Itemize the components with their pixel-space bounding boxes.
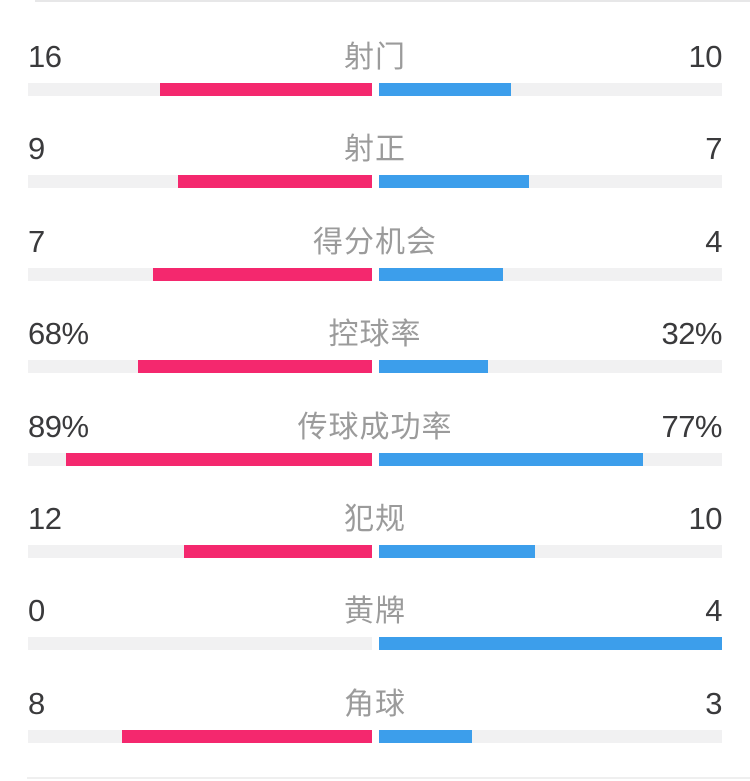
stat-label: 射正	[344, 133, 406, 167]
stat-label: 得分机会	[313, 225, 437, 259]
right-team-value: 77%	[661, 408, 722, 444]
stat-row-header: 89% 传球成功率 77%	[28, 408, 723, 444]
right-team-bar	[378, 637, 722, 651]
stat-label: 犯规	[344, 502, 406, 536]
stat-row-header: 8 角球 3	[28, 685, 723, 721]
left-team-value: 7	[28, 223, 45, 259]
stat-row: 12 犯规 10	[0, 470, 750, 562]
right-team-bar	[378, 729, 473, 743]
right-team-bar	[378, 452, 643, 466]
left-track-half	[28, 637, 372, 651]
right-team-value: 7	[705, 131, 722, 167]
left-team-bar	[184, 544, 372, 558]
stat-row-header: 12 犯规 10	[28, 500, 723, 536]
stat-bar-track	[28, 267, 722, 281]
stat-row: 68% 控球率 32%	[0, 285, 750, 377]
left-track-half	[28, 175, 372, 189]
left-team-bar	[178, 175, 372, 189]
stat-row: 8 角球 3	[0, 655, 750, 747]
right-track-half	[378, 544, 722, 558]
stat-row: 89% 传球成功率 77%	[0, 378, 750, 470]
right-track-half	[378, 175, 722, 189]
left-track-half	[28, 544, 372, 558]
stat-bar-track	[28, 83, 722, 96]
right-team-bar	[378, 544, 535, 558]
stat-row-header: 7 得分机会 4	[28, 223, 723, 259]
left-track-half	[28, 83, 372, 96]
right-team-bar	[378, 83, 511, 96]
right-track-half	[378, 267, 722, 281]
stat-bar-track	[28, 637, 722, 651]
left-team-bar	[160, 83, 372, 96]
right-track-half	[378, 637, 722, 651]
right-track-half	[378, 452, 722, 466]
left-team-value: 12	[28, 500, 62, 536]
stat-bar-track	[28, 452, 722, 466]
left-team-value: 68%	[28, 316, 89, 352]
stat-label: 射门	[344, 41, 406, 74]
right-team-value: 4	[705, 593, 722, 629]
stat-bar-track	[28, 544, 722, 558]
left-track-half	[28, 452, 372, 466]
right-team-value: 32%	[661, 316, 722, 352]
stat-label: 传球成功率	[297, 410, 453, 444]
left-team-bar	[121, 729, 372, 743]
right-track-half	[378, 360, 722, 374]
left-team-value: 8	[28, 685, 45, 721]
left-team-value: 9	[28, 131, 45, 167]
stat-label: 控球率	[328, 318, 422, 352]
right-team-bar	[378, 267, 504, 281]
stat-row-header: 68% 控球率 32%	[28, 316, 723, 352]
stat-bar-track	[28, 175, 722, 189]
left-team-bar	[65, 452, 372, 466]
stat-row-header: 9 射正 7	[28, 131, 723, 167]
right-team-value: 4	[705, 223, 722, 259]
left-track-half	[28, 360, 372, 374]
left-team-value: 0	[28, 593, 45, 629]
stat-row-header: 0 黄牌 4	[28, 593, 723, 629]
stat-row: 16 射门 10	[0, 8, 750, 100]
right-team-bar	[378, 175, 529, 189]
right-track-half	[378, 83, 722, 96]
left-track-half	[28, 267, 372, 281]
stat-label: 角球	[344, 687, 406, 721]
left-team-value: 89%	[28, 408, 89, 444]
stat-row: 0 黄牌 4	[0, 562, 750, 654]
stat-bar-track	[28, 360, 722, 374]
left-team-value: 16	[28, 39, 62, 74]
right-team-value: 10	[688, 500, 723, 536]
left-team-bar	[137, 360, 372, 374]
right-team-bar	[378, 360, 489, 374]
stat-row: 7 得分机会 4	[0, 193, 750, 285]
left-team-bar	[152, 267, 372, 281]
top-divider	[35, 0, 750, 2]
right-team-value: 10	[688, 39, 723, 74]
left-track-half	[28, 729, 372, 743]
stat-row: 9 射正 7	[0, 100, 750, 192]
right-team-value: 3	[705, 685, 722, 721]
match-stats-chart: 16 射门 10 9 射正 7 7	[0, 8, 750, 747]
stat-bar-track	[28, 729, 722, 743]
stat-row-header: 16 射门 10	[28, 39, 723, 74]
right-track-half	[378, 729, 722, 743]
bottom-divider	[27, 777, 750, 779]
stat-label: 黄牌	[344, 595, 406, 629]
